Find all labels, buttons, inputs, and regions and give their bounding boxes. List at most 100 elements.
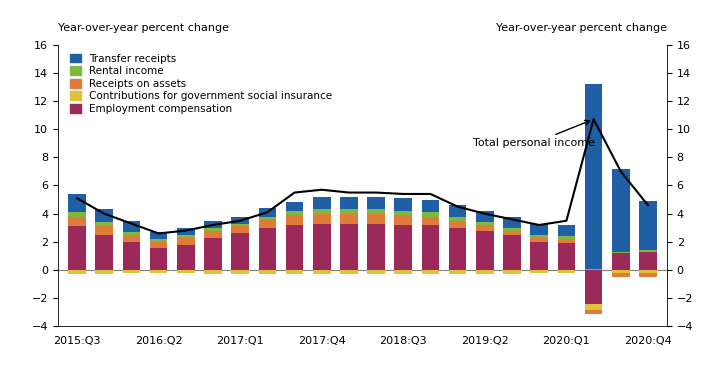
- Bar: [231, 270, 249, 274]
- Bar: [177, 228, 194, 235]
- Text: Year-over-year percent change: Year-over-year percent change: [58, 23, 229, 33]
- Bar: [612, 168, 629, 252]
- Bar: [449, 205, 466, 217]
- Bar: [394, 211, 412, 215]
- Bar: [96, 210, 113, 222]
- Bar: [476, 222, 494, 225]
- Bar: [204, 270, 222, 274]
- Bar: [639, 270, 657, 273]
- Bar: [231, 226, 249, 233]
- Bar: [394, 225, 412, 270]
- Bar: [368, 224, 385, 270]
- Bar: [150, 232, 167, 239]
- Bar: [503, 231, 521, 235]
- Bar: [313, 224, 331, 270]
- Bar: [123, 221, 140, 232]
- Bar: [476, 270, 494, 274]
- Bar: [558, 236, 575, 239]
- Bar: [531, 242, 548, 270]
- Bar: [476, 225, 494, 231]
- Bar: [68, 212, 86, 217]
- Bar: [340, 197, 357, 210]
- Bar: [476, 231, 494, 270]
- Bar: [558, 243, 575, 270]
- Bar: [150, 242, 167, 247]
- Bar: [531, 235, 548, 238]
- Bar: [231, 233, 249, 270]
- Bar: [612, 270, 629, 273]
- Bar: [639, 201, 657, 250]
- Bar: [558, 270, 575, 273]
- Bar: [639, 252, 657, 270]
- Bar: [368, 210, 385, 214]
- Bar: [231, 224, 249, 226]
- Bar: [123, 242, 140, 270]
- Bar: [639, 273, 657, 277]
- Bar: [503, 270, 521, 274]
- Bar: [340, 214, 357, 224]
- Bar: [340, 270, 357, 274]
- Bar: [177, 238, 194, 245]
- Legend: Transfer receipts, Rental income, Receipts on assets, Contributions for governme: Transfer receipts, Rental income, Receip…: [70, 53, 334, 115]
- Bar: [449, 221, 466, 228]
- Bar: [340, 224, 357, 270]
- Bar: [286, 215, 303, 225]
- Bar: [422, 212, 439, 217]
- Bar: [96, 235, 113, 270]
- Bar: [503, 235, 521, 270]
- Bar: [68, 217, 86, 226]
- Bar: [422, 217, 439, 225]
- Bar: [259, 219, 276, 228]
- Bar: [422, 200, 439, 212]
- Bar: [531, 224, 548, 235]
- Bar: [368, 214, 385, 224]
- Bar: [639, 250, 657, 252]
- Bar: [204, 228, 222, 231]
- Bar: [123, 270, 140, 273]
- Bar: [558, 239, 575, 243]
- Bar: [476, 211, 494, 222]
- Bar: [394, 215, 412, 225]
- Bar: [585, 309, 602, 314]
- Bar: [286, 203, 303, 211]
- Text: Year-over-year percent change: Year-over-year percent change: [496, 23, 667, 33]
- Bar: [68, 226, 86, 270]
- Bar: [585, 269, 602, 270]
- Bar: [259, 217, 276, 219]
- Bar: [150, 270, 167, 273]
- Bar: [503, 228, 521, 231]
- Bar: [150, 247, 167, 270]
- Bar: [422, 225, 439, 270]
- Bar: [259, 270, 276, 274]
- Bar: [313, 197, 331, 210]
- Bar: [368, 270, 385, 274]
- Bar: [313, 210, 331, 214]
- Bar: [585, 270, 602, 304]
- Bar: [394, 270, 412, 274]
- Bar: [150, 239, 167, 242]
- Bar: [286, 270, 303, 274]
- Bar: [68, 194, 86, 212]
- Bar: [313, 214, 331, 224]
- Bar: [449, 228, 466, 270]
- Bar: [123, 232, 140, 235]
- Bar: [531, 238, 548, 242]
- Bar: [340, 210, 357, 214]
- Bar: [96, 226, 113, 235]
- Bar: [286, 211, 303, 215]
- Bar: [204, 238, 222, 270]
- Bar: [422, 270, 439, 274]
- Bar: [368, 197, 385, 210]
- Bar: [123, 235, 140, 242]
- Bar: [612, 253, 629, 270]
- Bar: [585, 304, 602, 309]
- Bar: [177, 235, 194, 238]
- Text: Total personal income: Total personal income: [473, 121, 594, 148]
- Bar: [68, 270, 86, 274]
- Bar: [585, 84, 602, 269]
- Bar: [231, 217, 249, 224]
- Bar: [177, 245, 194, 270]
- Bar: [204, 221, 222, 228]
- Bar: [558, 225, 575, 236]
- Bar: [313, 270, 331, 274]
